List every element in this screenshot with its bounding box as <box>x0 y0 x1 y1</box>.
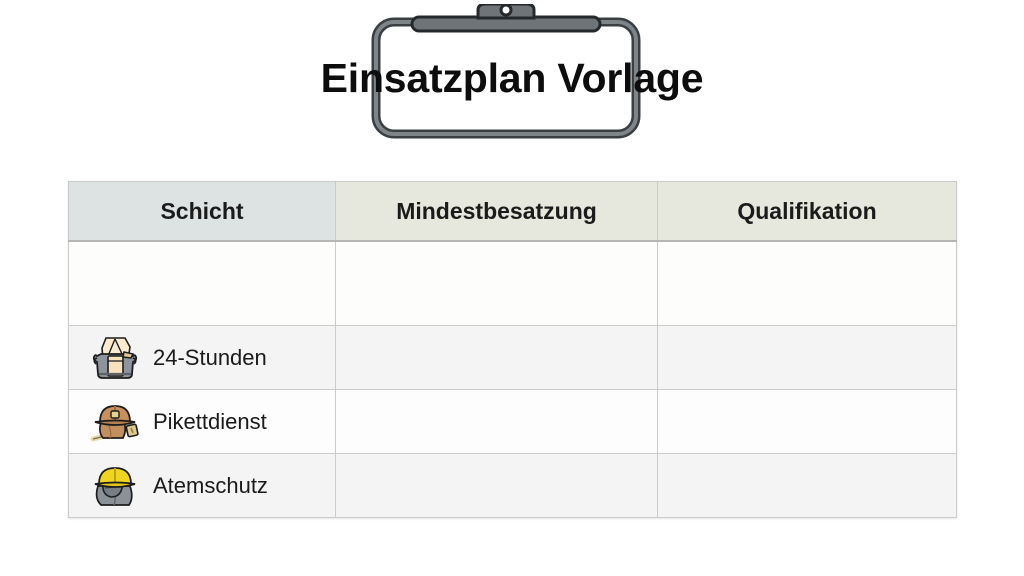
shift-label: Pikettdienst <box>153 408 267 434</box>
cell-qualifikation[interactable] <box>657 453 957 518</box>
column-header-mindestbesatzung: Mindestbesatzung <box>335 181 658 242</box>
cell-schicht[interactable]: Atemschutz <box>68 453 336 518</box>
cell-mindestbesatzung[interactable] <box>335 325 658 390</box>
table-row[interactable]: Pikettdienst <box>68 389 957 454</box>
cell-qualifikation[interactable] <box>657 389 957 454</box>
cell-schicht[interactable] <box>68 240 336 326</box>
page-title: Einsatzplan Vorlage <box>320 55 704 101</box>
cell-mindestbesatzung[interactable] <box>335 389 658 454</box>
title-area: Einsatzplan Vorlage <box>0 0 1024 160</box>
cell-qualifikation[interactable] <box>657 325 957 390</box>
cell-mindestbesatzung[interactable] <box>335 240 658 326</box>
table-row[interactable]: 24-Stunden <box>68 325 957 390</box>
cell-qualifikation[interactable] <box>657 240 957 326</box>
shift-label: 24-Stunden <box>153 344 267 370</box>
shift-label: Atemschutz <box>153 472 268 498</box>
clipboard-icon <box>371 4 641 139</box>
column-header-qualifikation: Qualifikation <box>657 181 957 242</box>
cell-schicht[interactable]: 24-Stunden <box>68 325 336 390</box>
einsatzplan-table: Schicht Mindestbesatzung Qualifikation <box>68 181 957 518</box>
firefighter-helmet-axe-icon <box>90 404 139 441</box>
cell-mindestbesatzung[interactable] <box>335 453 658 518</box>
firefighter-gear-bag-icon <box>92 336 138 379</box>
table-header-row: Schicht Mindestbesatzung Qualifikation <box>68 181 957 242</box>
table-row[interactable]: Atemschutz <box>68 453 957 518</box>
table-row[interactable] <box>68 240 957 326</box>
cell-schicht[interactable]: Pikettdienst <box>68 389 336 454</box>
column-header-schicht: Schicht <box>68 181 336 242</box>
breathing-apparatus-helmet-icon <box>94 466 136 506</box>
